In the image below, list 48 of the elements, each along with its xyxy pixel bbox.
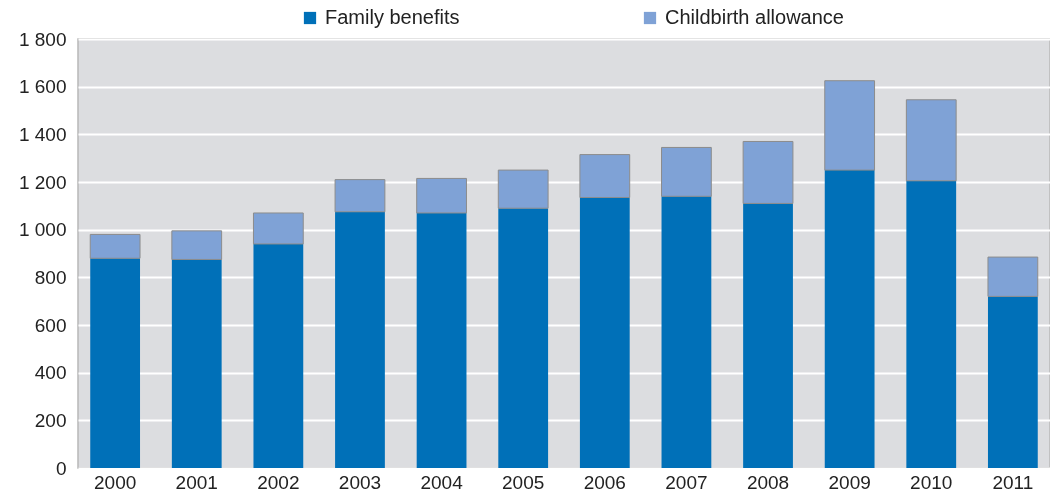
y-tick-label: 0 [55, 457, 67, 479]
bar [89, 233, 141, 259]
bar [824, 170, 875, 468]
bar [498, 208, 549, 468]
bar [171, 259, 222, 468]
y-tick-label: 1 800 [18, 28, 67, 50]
bar [416, 177, 467, 214]
x-tick-label: 2005 [502, 471, 545, 493]
bar [661, 196, 712, 468]
x-tick-label: 2000 [93, 471, 137, 493]
y-tick-label: 400 [34, 362, 67, 384]
bar [987, 256, 1039, 297]
y-tick-label: 1 600 [18, 76, 67, 98]
bar [90, 258, 141, 468]
bar [906, 180, 957, 468]
y-tick-label: 1 200 [18, 171, 67, 193]
bar [579, 154, 631, 198]
bar [905, 99, 957, 182]
bar [253, 243, 304, 468]
x-tick-label: 2001 [175, 471, 218, 493]
bar [335, 211, 385, 468]
x-tick-label: 2006 [583, 471, 626, 493]
y-tick-label: 1 000 [18, 219, 67, 241]
x-tick-label: 2011 [992, 471, 1034, 493]
x-tick-label: 2009 [828, 471, 871, 493]
bar [171, 230, 223, 260]
bar [497, 169, 549, 209]
bar [661, 146, 712, 197]
y-tick-label: 800 [34, 266, 67, 288]
bar [579, 197, 630, 468]
bar [416, 212, 467, 468]
legend-label: Childbirth allowance [665, 6, 844, 28]
x-tick-label: 2003 [338, 471, 382, 493]
y-tick-label: 600 [34, 314, 67, 336]
x-tick-label: 2007 [665, 471, 708, 493]
legend-label: Family benefits [325, 6, 460, 28]
bar [824, 80, 876, 171]
x-tick-label: 2002 [257, 471, 300, 493]
x-tick-label: 2010 [910, 471, 953, 493]
bar [743, 203, 793, 468]
bar [742, 140, 794, 204]
bar [987, 296, 1038, 468]
x-tick-label: 2008 [746, 471, 790, 493]
y-tick-label: 1 400 [18, 123, 67, 145]
x-tick-label: 2004 [420, 471, 464, 493]
bar [334, 179, 386, 213]
y-tick-label: 200 [34, 409, 67, 431]
bar [252, 212, 304, 245]
